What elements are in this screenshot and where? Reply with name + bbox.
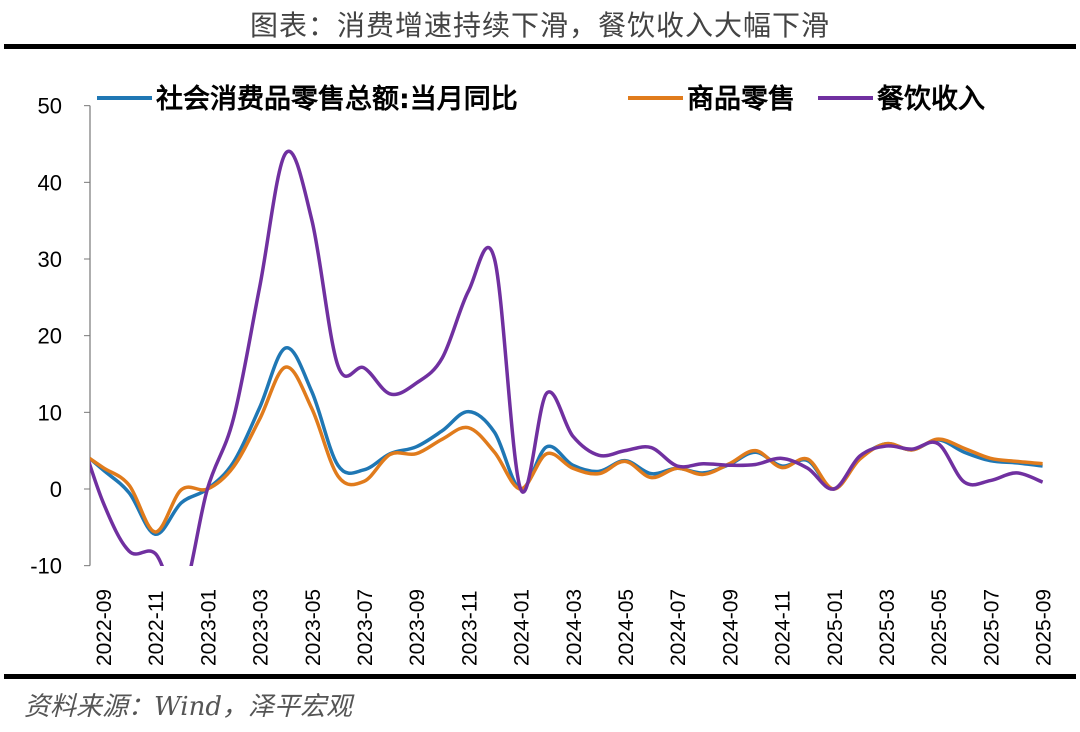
x-tick-label: 2023-07 <box>354 589 377 666</box>
chart-title: 图表：消费增速持续下滑，餐饮收入大幅下滑 <box>249 9 830 42</box>
x-tick-label: 2022-09 <box>93 589 116 666</box>
y-tick-label: 40 <box>38 170 62 195</box>
title-rule <box>4 44 1076 49</box>
plot-background <box>22 62 1062 674</box>
legend-label: 社会消费品零售总额:当月同比 <box>156 83 518 115</box>
series-line-1 <box>90 365 1043 534</box>
x-tick-label: 2023-05 <box>302 589 325 666</box>
y-tick-label: 30 <box>38 247 62 272</box>
y-tick-label: -10 <box>30 554 62 579</box>
x-tick-label: 2024-07 <box>667 589 690 666</box>
bottom-rule <box>4 674 1076 679</box>
x-tick-label: 2023-11 <box>458 590 481 666</box>
y-tick-label: 50 <box>38 94 62 119</box>
x-tick-label: 2022-11 <box>145 590 168 666</box>
legend-label: 餐饮收入 <box>877 84 985 115</box>
x-tick-label: 2023-01 <box>197 589 220 666</box>
y-tick-label: 0 <box>50 477 62 502</box>
y-tick-label: 10 <box>38 400 62 425</box>
x-tick-label: 2024-11 <box>772 590 795 666</box>
legend-label: 商品零售 <box>687 83 795 115</box>
x-tick-label: 2024-01 <box>511 589 534 666</box>
x-tick-label: 2025-09 <box>1033 589 1056 666</box>
x-tick-label: 2024-05 <box>615 589 638 666</box>
x-tick-label: 2025-07 <box>980 589 1003 666</box>
y-tick-label: 20 <box>38 324 62 349</box>
x-tick-label: 2024-09 <box>719 589 742 666</box>
source-note: 资料来源：Wind，泽平宏观 <box>24 692 352 722</box>
x-tick-label: 2023-03 <box>250 589 273 666</box>
x-tick-label: 2025-01 <box>824 589 847 666</box>
x-tick-label: 2025-05 <box>928 589 951 666</box>
x-tick-label: 2023-09 <box>406 589 429 666</box>
x-tick-label: 2025-03 <box>876 589 899 666</box>
x-tick-label: 2024-03 <box>563 589 586 666</box>
